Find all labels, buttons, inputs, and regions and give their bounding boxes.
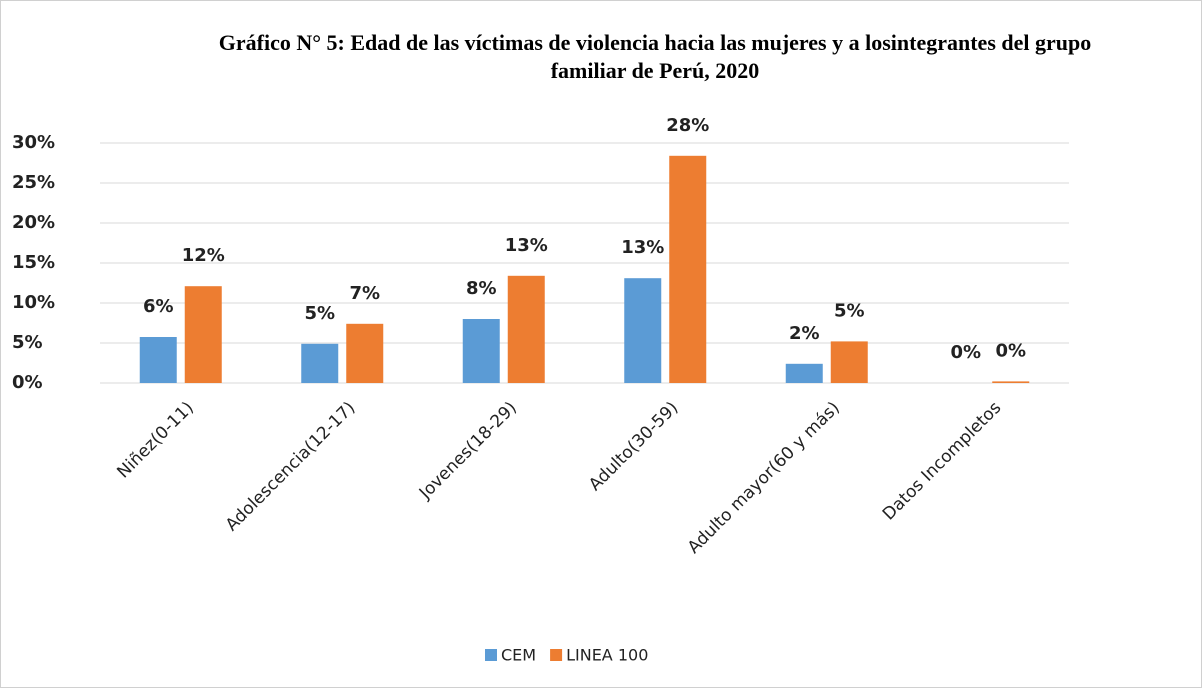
- bar: [301, 343, 339, 383]
- bar: [507, 275, 545, 383]
- chart-title: familiar de Perú, 2020: [551, 58, 760, 83]
- value-label: 13%: [505, 235, 548, 256]
- legend-swatch: [485, 649, 497, 661]
- y-tick-label: 15%: [12, 252, 55, 273]
- legend-swatch: [550, 649, 563, 661]
- value-label: 13%: [621, 237, 664, 258]
- bar: [184, 286, 222, 383]
- chart-title: Gráfico N° 5: Edad de las víctimas de vi…: [219, 30, 1091, 55]
- bar: [785, 363, 823, 383]
- value-label: 5%: [834, 300, 865, 321]
- value-label: 5%: [304, 303, 335, 324]
- value-label: 2%: [789, 323, 820, 344]
- value-label: 12%: [182, 245, 225, 266]
- bar: [669, 155, 707, 383]
- bar: [346, 323, 384, 383]
- y-tick-label: 10%: [12, 292, 55, 313]
- value-label: 28%: [666, 115, 709, 136]
- bar: [139, 337, 177, 383]
- y-tick-label: 30%: [12, 132, 55, 153]
- value-label: 7%: [349, 283, 380, 304]
- y-tick-label: 20%: [12, 212, 55, 233]
- value-label: 0%: [995, 340, 1026, 361]
- legend-label: LINEA 100: [566, 646, 648, 665]
- value-label: 8%: [466, 278, 497, 299]
- y-tick-label: 5%: [12, 332, 43, 353]
- legend-label: CEM: [501, 646, 536, 665]
- y-tick-label: 0%: [12, 372, 43, 393]
- bar: [992, 381, 1030, 383]
- y-tick-label: 25%: [12, 172, 55, 193]
- bar: [462, 319, 500, 383]
- value-label: 0%: [950, 342, 981, 363]
- value-label: 6%: [143, 296, 174, 317]
- bar: [624, 278, 662, 383]
- bar: [830, 341, 868, 383]
